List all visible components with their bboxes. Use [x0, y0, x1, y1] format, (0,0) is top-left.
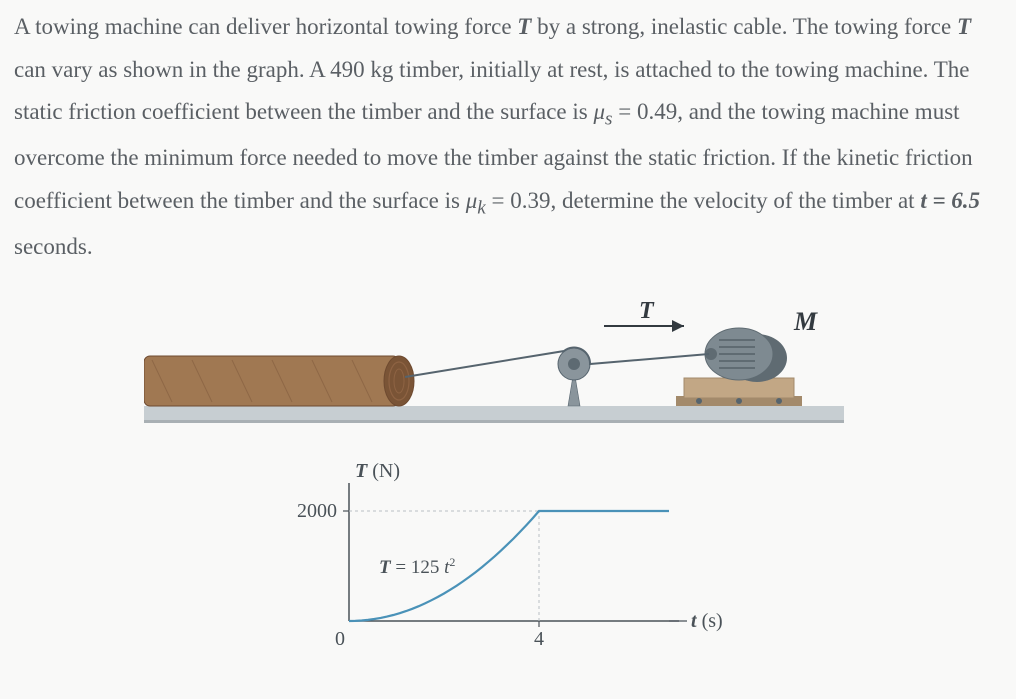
- t-value: = 6.5: [927, 188, 980, 213]
- mu-k-symbol: μ: [466, 188, 478, 213]
- text-segment: by a strong, inelastic cable. The towing…: [531, 14, 957, 39]
- text-segment: , determine the velocity of the timber a…: [551, 188, 921, 213]
- origin-label: 0: [335, 628, 345, 650]
- towing-diagram: TM: [144, 298, 844, 423]
- problem-statement: A towing machine can deliver horizontal …: [14, 6, 999, 268]
- machine-label: M: [793, 307, 818, 336]
- machine-bolt: [696, 398, 702, 404]
- x-tick-label: 4: [534, 628, 544, 650]
- curve-formula: T = 125 t2: [379, 555, 455, 578]
- y-tick-label: 2000: [297, 500, 337, 522]
- tension-arrow-head: [672, 320, 684, 332]
- timber-log: [144, 356, 399, 406]
- machine-bolt: [736, 398, 742, 404]
- y-axis-label: T (N): [355, 460, 400, 482]
- figure-area: TMT (N)200040t (s)T = 125 t2: [144, 286, 844, 666]
- floor-shadow: [144, 420, 844, 423]
- text-segment: A towing machine can deliver horizontal …: [14, 14, 517, 39]
- mu-s-value: = 0.49: [612, 99, 677, 124]
- machine-bolt: [776, 398, 782, 404]
- cable: [405, 348, 709, 378]
- pulley-hub: [568, 358, 580, 370]
- force-time-graph: T (N) 2000 4 0 t (s) T = 125 t2: [297, 460, 723, 650]
- machine-pedestal: [684, 378, 794, 398]
- text-segment: seconds.: [14, 234, 93, 259]
- variable-T: T: [517, 14, 531, 39]
- floor: [144, 406, 844, 420]
- mu-k-value: = 0.39: [486, 188, 551, 213]
- x-axis-label: t (s): [691, 610, 723, 632]
- mu-k-subscript: k: [477, 197, 486, 218]
- variable-T: T: [957, 14, 971, 39]
- tension-label: T: [639, 298, 655, 324]
- mu-s-symbol: μ: [593, 99, 605, 124]
